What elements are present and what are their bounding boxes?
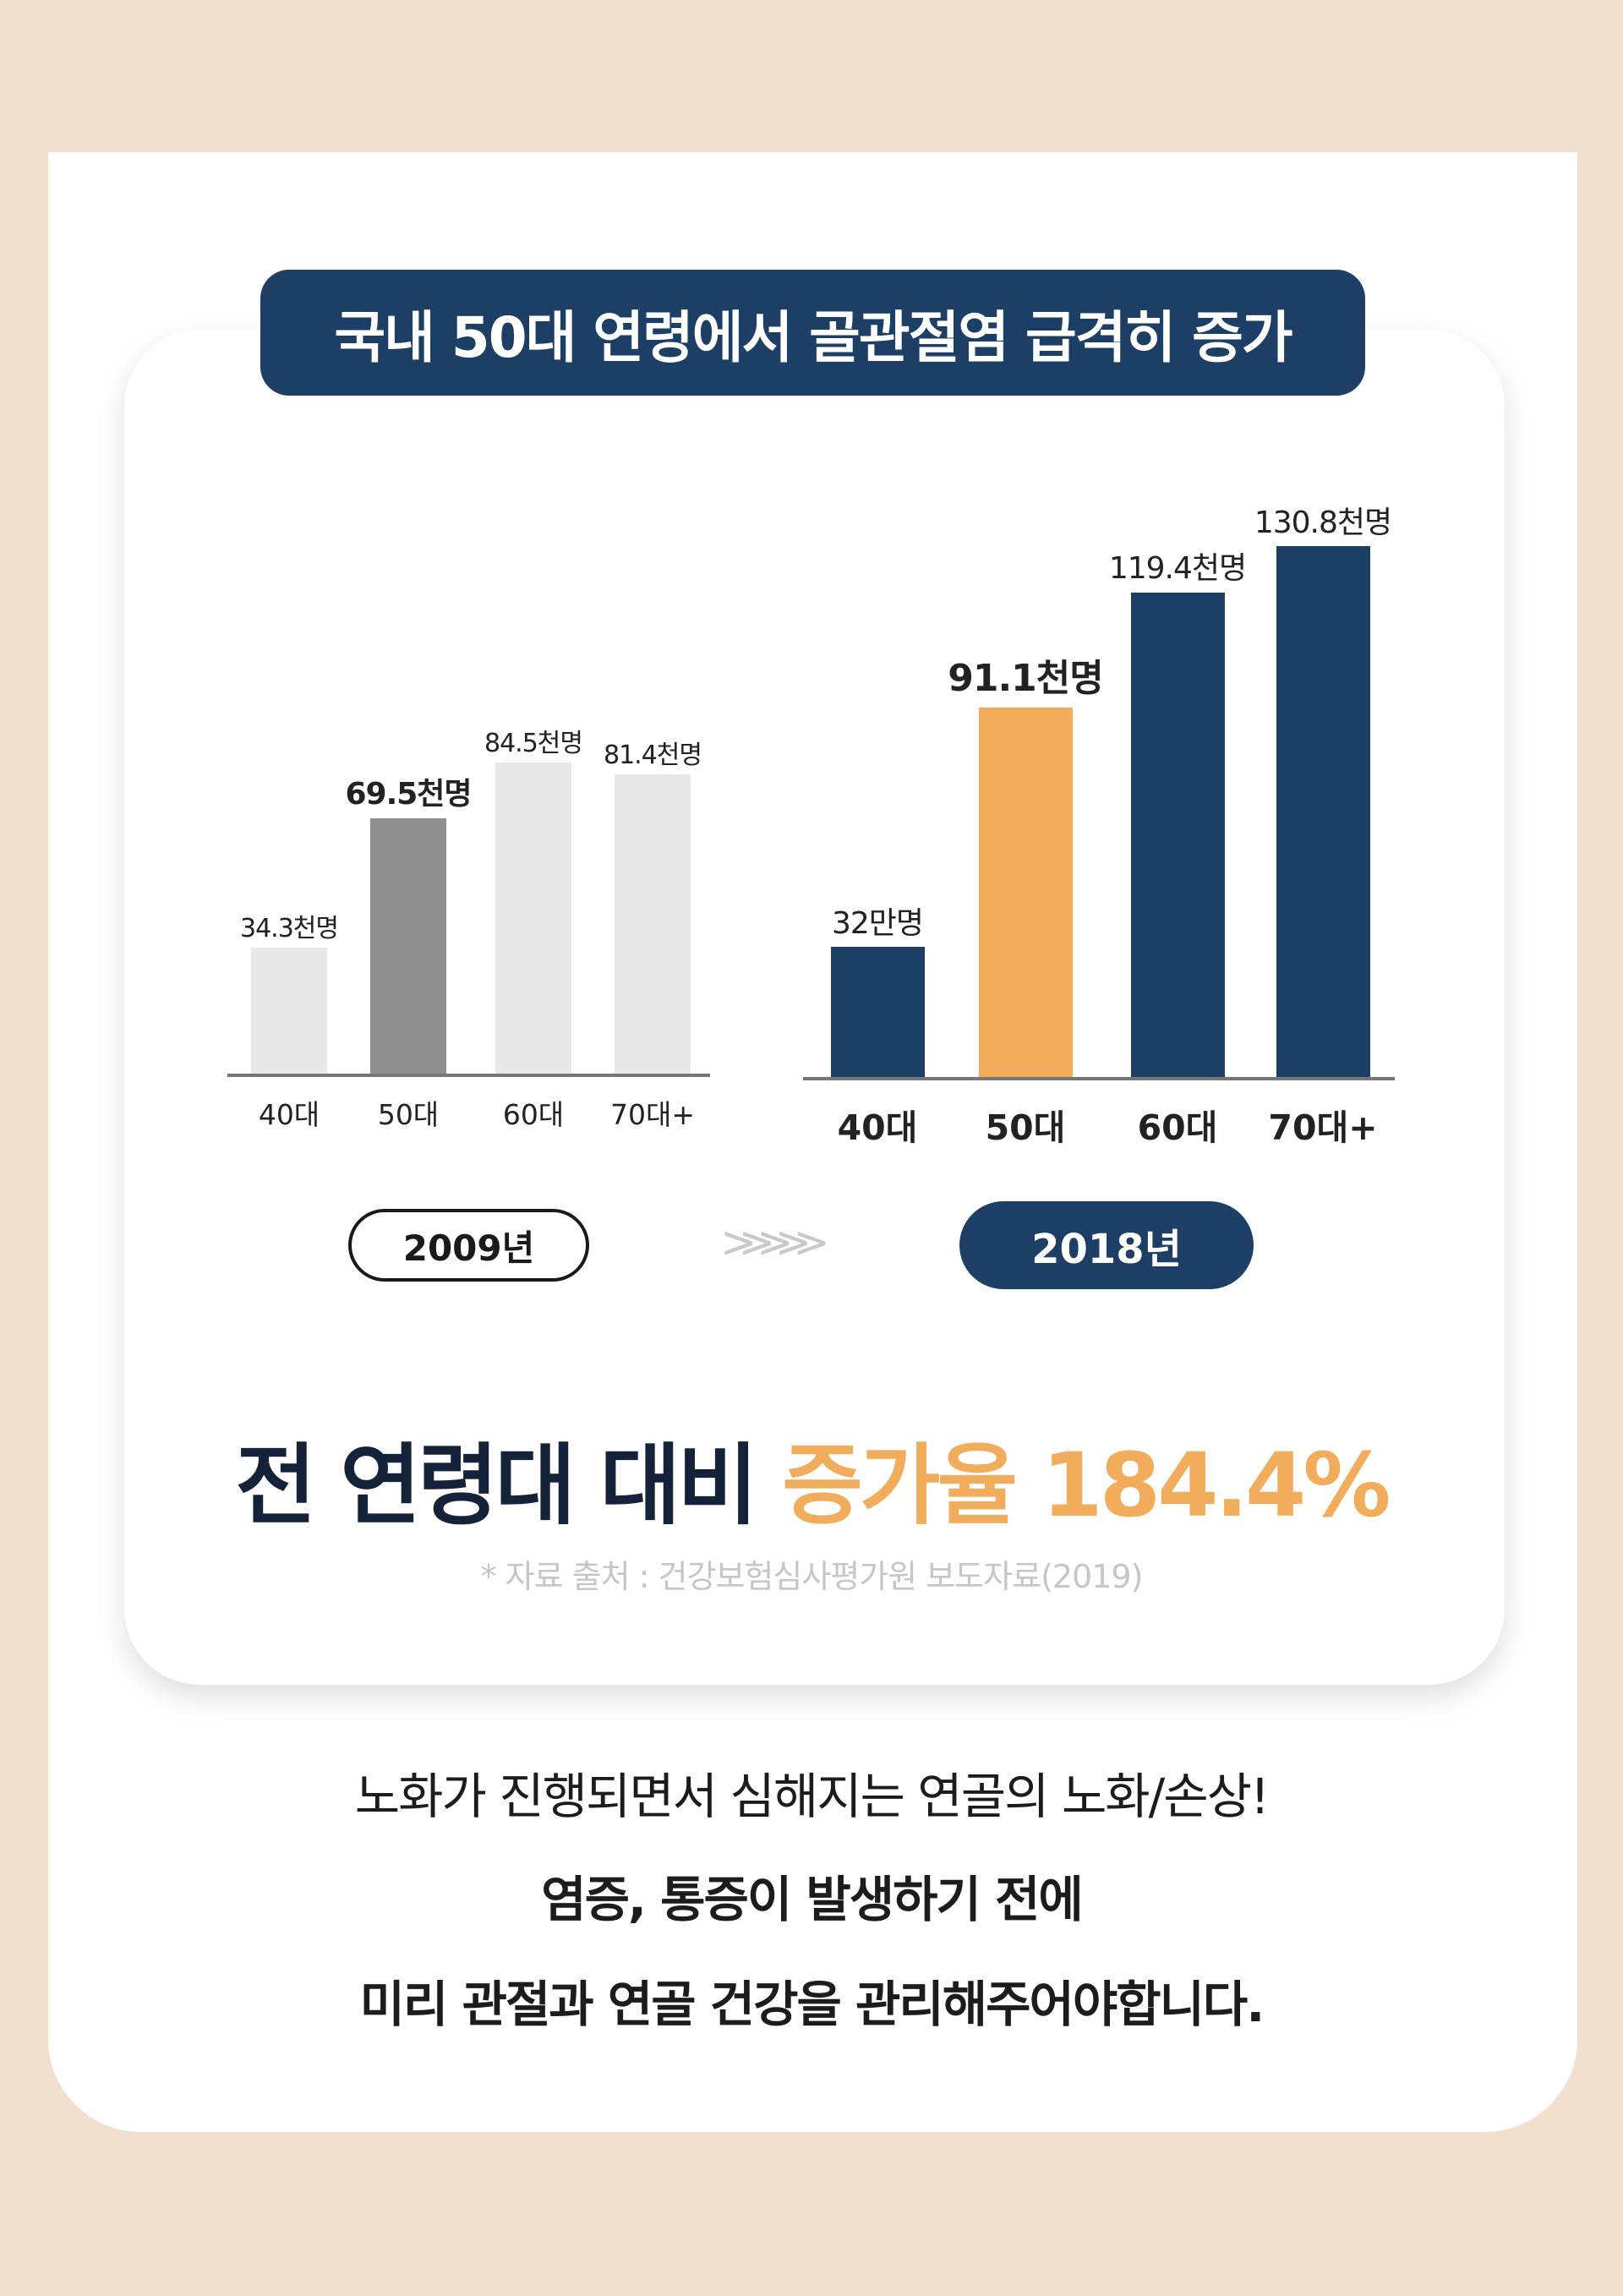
value-label: 81.4천명 [604,740,702,770]
x-tick-label: 50대 [377,1098,440,1131]
bar-60대 [1130,592,1225,1077]
value-label: 119.4천명 [1108,551,1247,587]
value-label: 69.5천명 [345,777,472,812]
bar-60대 [495,763,571,1074]
value-label: 84.5천명 [484,729,583,759]
headline-dark: 전 연령대 대비 [235,1434,783,1537]
x-tick-label: 70대+ [1268,1107,1378,1148]
page-title: 국내 50대 연령에서 골관절염 급격히 증가 [260,270,1365,396]
source-note: * 자료 출처 : 건강보험심사평가원 보도자료(2019) [480,1558,1144,1595]
bar-50대 [370,817,446,1074]
value-label: 34.3천명 [240,913,339,943]
arrows-icon: >>>>> [720,1217,830,1268]
x-axis-line [803,1077,1395,1080]
bar-40대 [251,947,327,1074]
bar-50대 [978,707,1073,1077]
bar-70대+ [615,774,691,1074]
headline: 전 연령대 대비 증가율 184.4% [0,1413,1623,1541]
body-line-2: 염증, 통증이 발생하기 전에 [541,1871,1084,1928]
value-label: 130.8천명 [1254,505,1392,540]
bar-70대+ [1276,546,1370,1077]
x-tick-label: 40대 [258,1098,320,1131]
year-2009-badge: 2009년 [348,1209,589,1282]
bar-40대 [830,947,925,1077]
x-tick-label: 60대 [1137,1107,1218,1148]
x-tick-label: 40대 [837,1107,918,1148]
x-tick-label: 50대 [985,1107,1066,1148]
x-tick-label: 60대 [502,1098,565,1131]
x-tick-label: 70대+ [609,1098,696,1131]
body-line-1: 노화가 진행되면서 심해지는 연골의 노화/손상! [354,1768,1270,1825]
year-2018-badge: 2018년 [959,1201,1254,1289]
headline-accent: 증가율 184.4% [782,1434,1391,1537]
body-line-3: 미리 관절과 연골 건강을 관리해주어야합니다. [359,1976,1265,2033]
value-label: 32만명 [831,905,924,941]
value-label: 91.1천명 [948,657,1104,701]
chart-card [124,330,1505,1685]
x-axis-line [227,1074,710,1077]
